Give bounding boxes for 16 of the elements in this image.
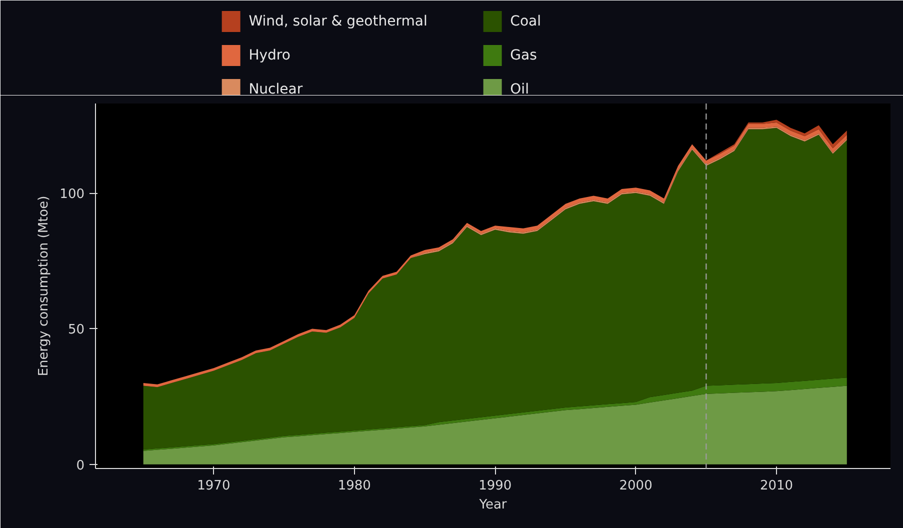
- legend-label: Oil: [510, 82, 529, 98]
- legend-label: Coal: [510, 14, 541, 30]
- x-axis-title: Year: [478, 498, 508, 512]
- legend-label: Nuclear: [248, 82, 303, 98]
- legend-label: Hydro: [248, 48, 290, 64]
- x-tick-label: 1990: [478, 478, 512, 494]
- y-axis-title: Energy consumption (Mtoe): [36, 196, 52, 376]
- x-tick-label: 2000: [619, 478, 652, 494]
- y-tick-label: 50: [68, 322, 85, 338]
- y-tick-label: 100: [60, 187, 85, 202]
- legend-label: Wind, solar & geothermal: [248, 14, 428, 30]
- y-tick-label: 0: [76, 458, 85, 474]
- legend-label: Gas: [510, 48, 537, 64]
- x-tick-label: 1980: [338, 478, 371, 494]
- x-tick-label: 1970: [197, 478, 230, 494]
- x-tick-label: 2010: [760, 478, 794, 494]
